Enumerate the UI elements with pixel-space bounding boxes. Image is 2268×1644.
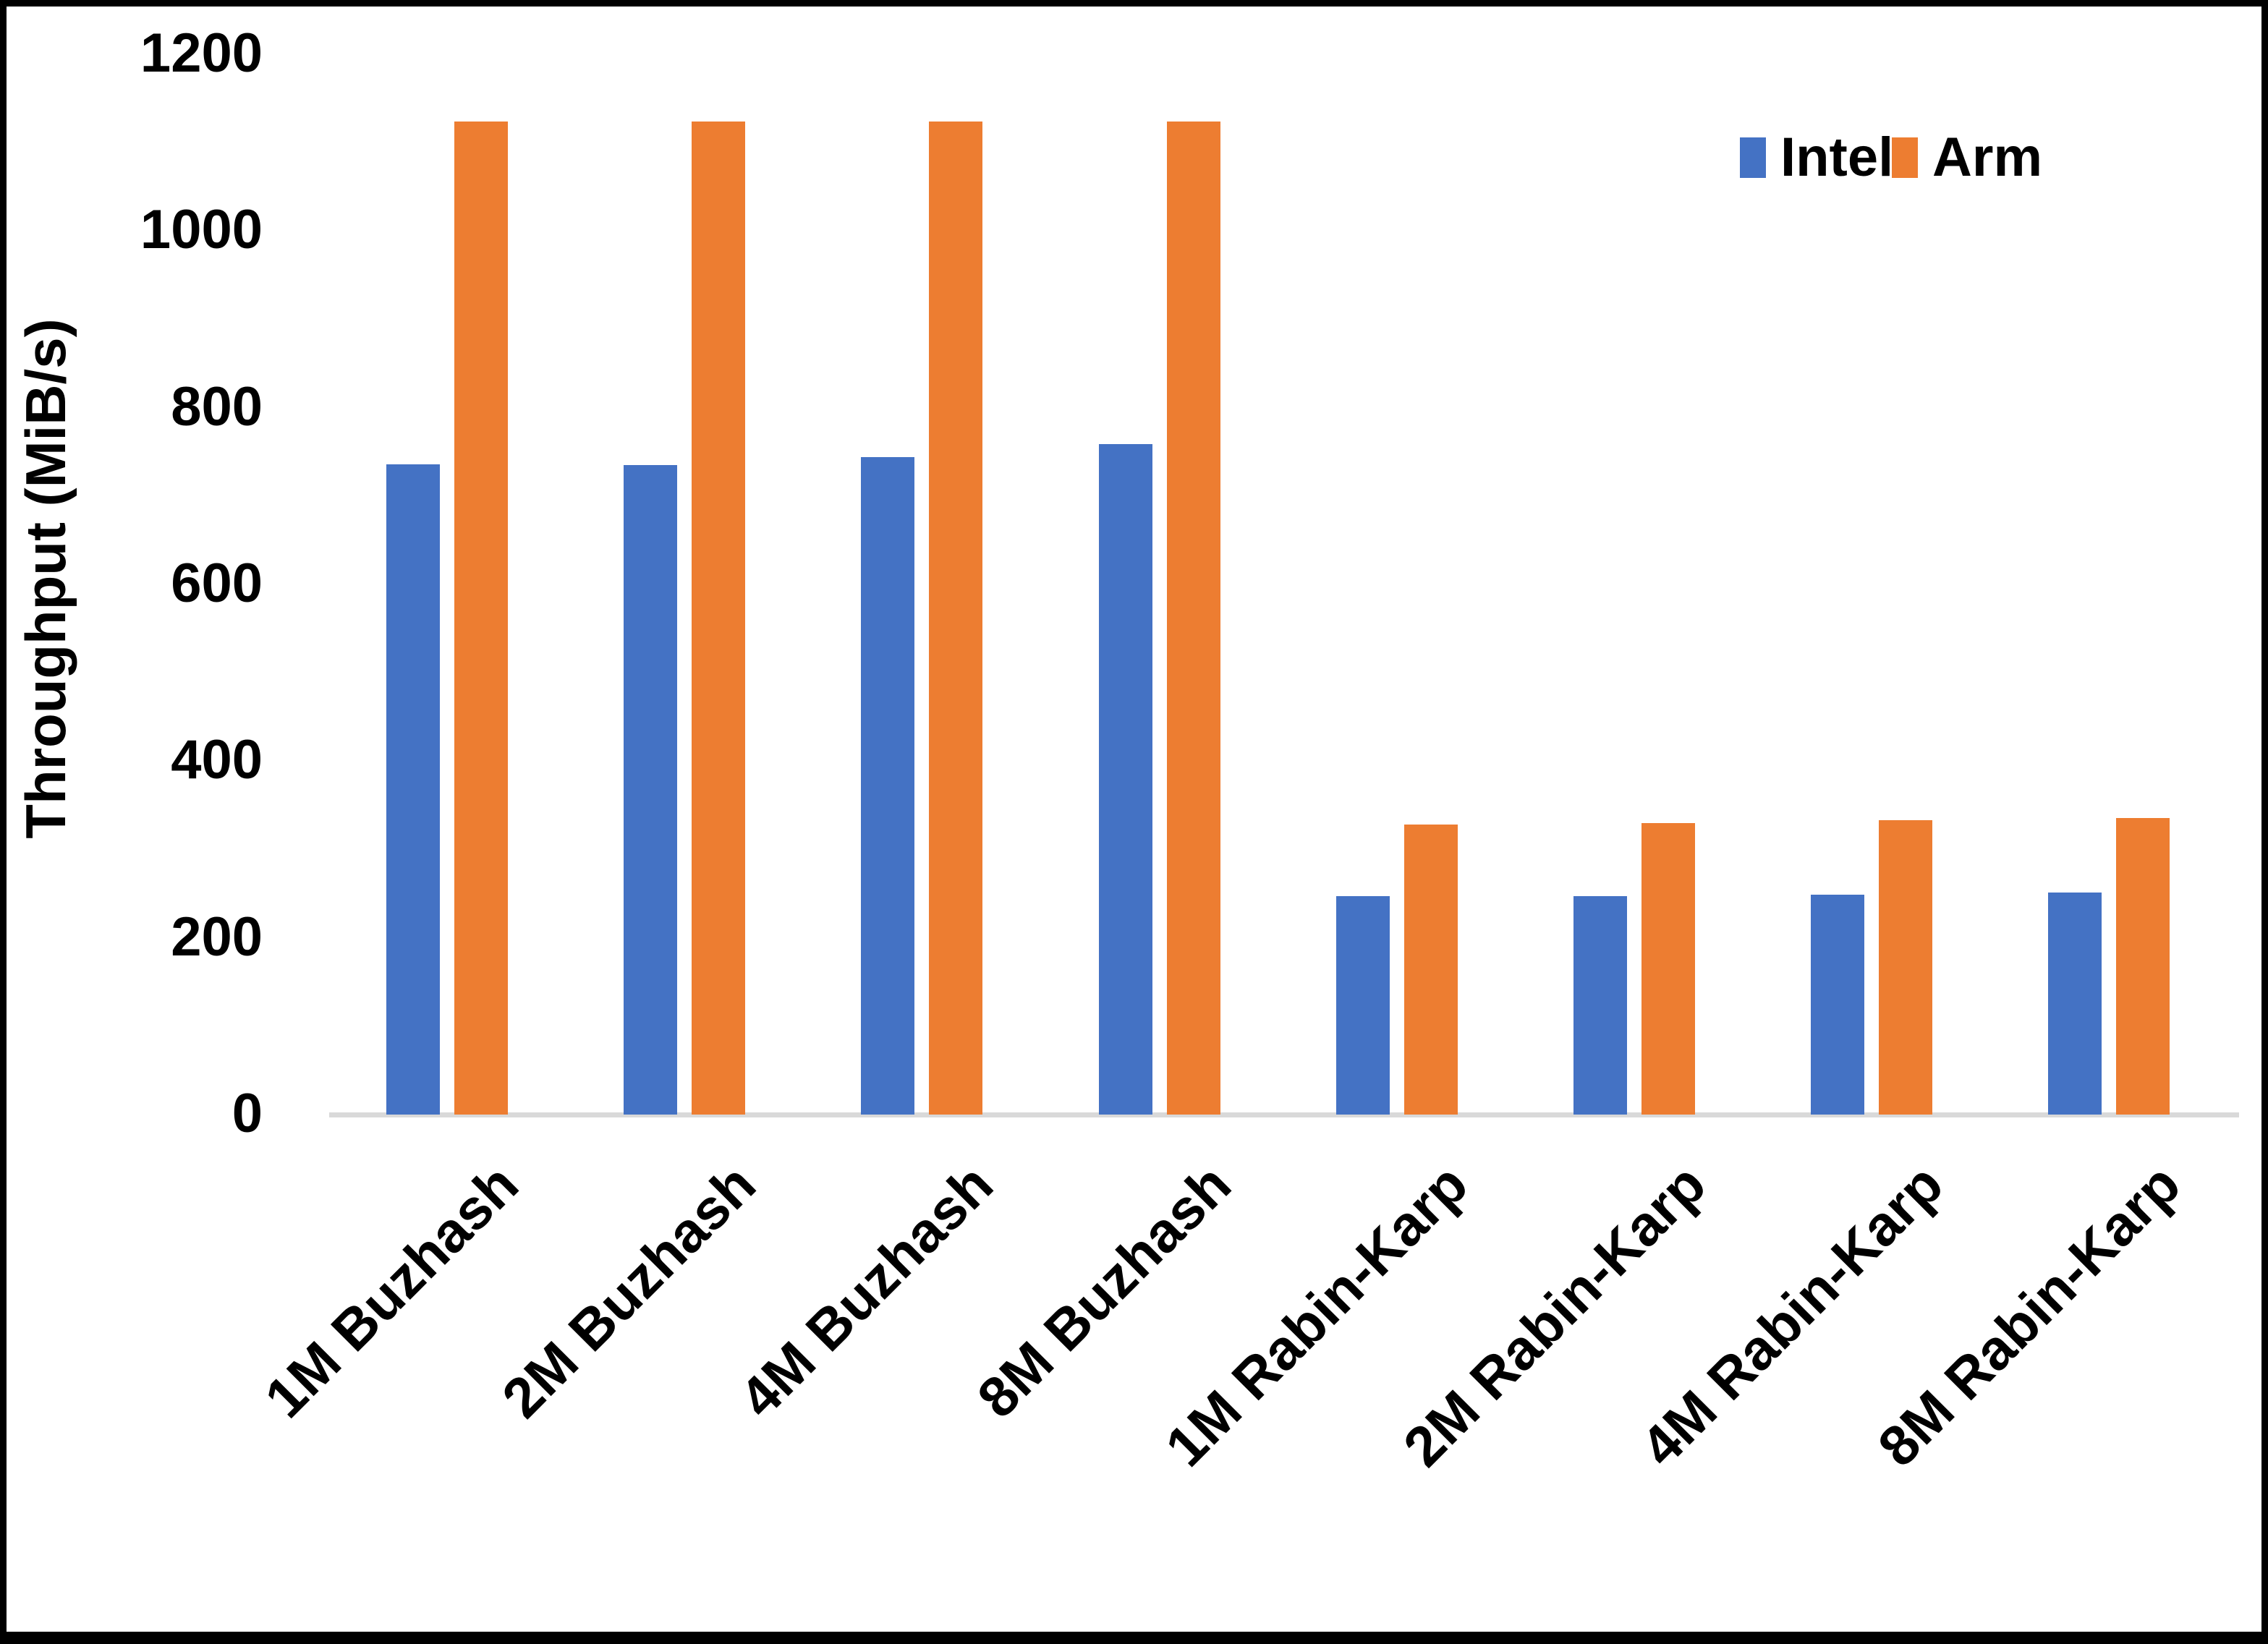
y-tick-label-600: 600 [171,552,263,614]
y-tick-label-400: 400 [171,729,263,791]
legend-swatch-intel [1740,137,1766,178]
legend-item-intel: Intel [1740,126,1893,189]
bar-intel-1m-rabin-karp [1335,896,1390,1115]
bar-intel-8m-buzhash [1098,443,1152,1115]
legend-item-arm: Arm [1892,126,2042,189]
bar-arm-2m-rabin-karp [1641,822,1695,1115]
x-label-1m-buzhash: 1M Buzhash [252,1151,530,1430]
y-tick-label-1200: 1200 [140,22,263,84]
bar-intel-4m-rabin-karp [1811,894,1865,1115]
x-label-2m-buzhash: 2M Buzhash [490,1151,768,1430]
legend-label-arm: Arm [1932,127,2043,188]
y-tick-label-800: 800 [171,375,263,438]
bar-intel-4m-buzhash [861,457,915,1115]
bar-arm-4m-rabin-karp [1879,820,1933,1115]
legend-swatch-arm [1892,137,1918,178]
bar-intel-2m-buzhash [624,465,678,1115]
y-tick-label-200: 200 [171,906,263,968]
bar-arm-4m-buzhash [929,121,983,1115]
bar-arm-8m-rabin-karp [2116,817,2170,1115]
bar-intel-8m-rabin-karp [2048,893,2102,1115]
bar-arm-1m-buzhash [454,121,508,1115]
x-label-4m-buzhash: 4M Buzhash [727,1151,1006,1430]
y-tick-label-1000: 1000 [140,199,263,261]
y-tick-label-0: 0 [232,1082,263,1144]
bar-arm-8m-buzhash [1166,121,1220,1115]
bar-arm-2m-buzhash [692,121,746,1115]
frame-top-edge [0,0,2268,7]
bar-intel-2m-rabin-karp [1573,896,1627,1115]
bar-intel-1m-buzhash [386,464,440,1115]
frame-right-edge [2261,0,2268,1644]
frame-left-edge [0,0,7,1644]
frame-bottom-edge [0,1632,2268,1644]
bar-arm-1m-rabin-karp [1403,825,1458,1115]
x-axis-line [329,1112,2239,1117]
legend-label-intel: Intel [1780,127,1894,188]
